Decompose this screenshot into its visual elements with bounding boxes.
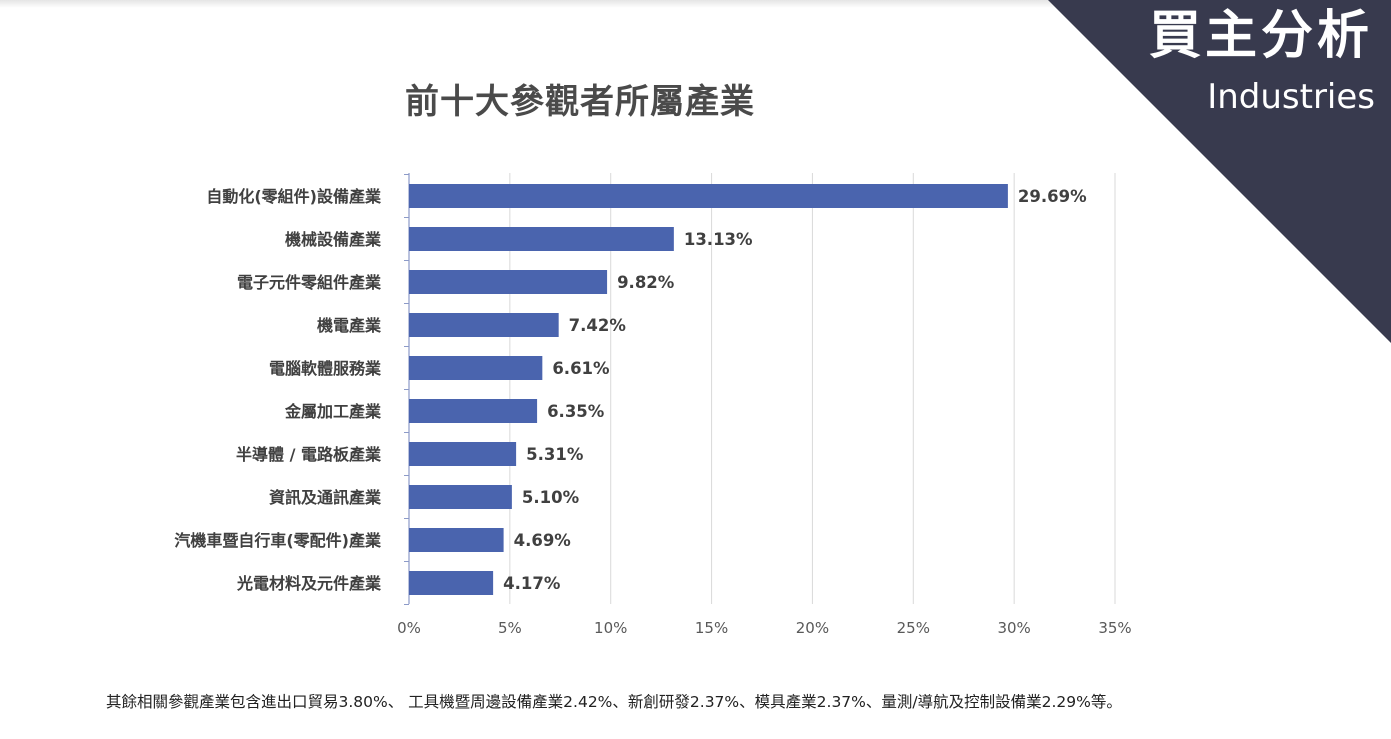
category-label: 資訊及通訊產業 — [269, 488, 382, 507]
x-tick-label: 20% — [796, 619, 829, 637]
x-tick-label: 5% — [498, 619, 522, 637]
bar — [409, 356, 543, 380]
data-label: 6.61% — [552, 359, 610, 378]
category-label: 光電材料及元件產業 — [236, 574, 382, 593]
data-label: 4.69% — [514, 531, 572, 550]
bar — [409, 571, 494, 595]
category-label: 半導體 / 電路板產業 — [236, 445, 382, 464]
bar — [409, 227, 674, 251]
bar — [409, 313, 559, 337]
badge-subtitle: Industries — [1207, 77, 1375, 117]
bar — [409, 270, 608, 294]
data-label: 7.42% — [569, 316, 627, 335]
x-tick-label: 25% — [897, 619, 930, 637]
data-label: 4.17% — [503, 574, 561, 593]
x-tick-label: 35% — [1098, 619, 1131, 637]
x-tick-label: 30% — [997, 619, 1030, 637]
badge-title: 買主分析 — [1148, 6, 1373, 66]
data-label: 29.69% — [1018, 187, 1087, 206]
category-label: 自動化(零組件)設備產業 — [206, 187, 382, 206]
data-label: 13.13% — [684, 230, 753, 249]
data-label: 5.31% — [526, 445, 584, 464]
data-label: 6.35% — [547, 402, 605, 421]
bar — [409, 442, 517, 466]
category-label: 電腦軟體服務業 — [269, 359, 382, 378]
top-shadow — [0, 0, 1391, 8]
category-label: 機械設備產業 — [285, 230, 382, 249]
category-label: 電子元件零組件產業 — [237, 273, 382, 292]
data-label: 5.10% — [522, 488, 580, 507]
chart-title: 前十大參觀者所屬產業 — [405, 82, 755, 122]
footnote: 其餘相關參觀產業包含進出口貿易3.80%、 工具機暨周邊設備產業2.42%、新創… — [106, 693, 1122, 711]
x-tick-label: 10% — [594, 619, 627, 637]
x-tick-label: 0% — [397, 619, 421, 637]
bar — [409, 485, 512, 509]
bar — [409, 399, 538, 423]
x-tick-label: 15% — [695, 619, 728, 637]
data-label: 9.82% — [617, 273, 675, 292]
category-label: 汽機車暨自行車(零配件)產業 — [174, 531, 382, 550]
category-label: 金屬加工產業 — [284, 402, 382, 421]
category-label: 機電產業 — [317, 316, 382, 335]
bar — [409, 528, 504, 552]
bar — [409, 184, 1008, 208]
